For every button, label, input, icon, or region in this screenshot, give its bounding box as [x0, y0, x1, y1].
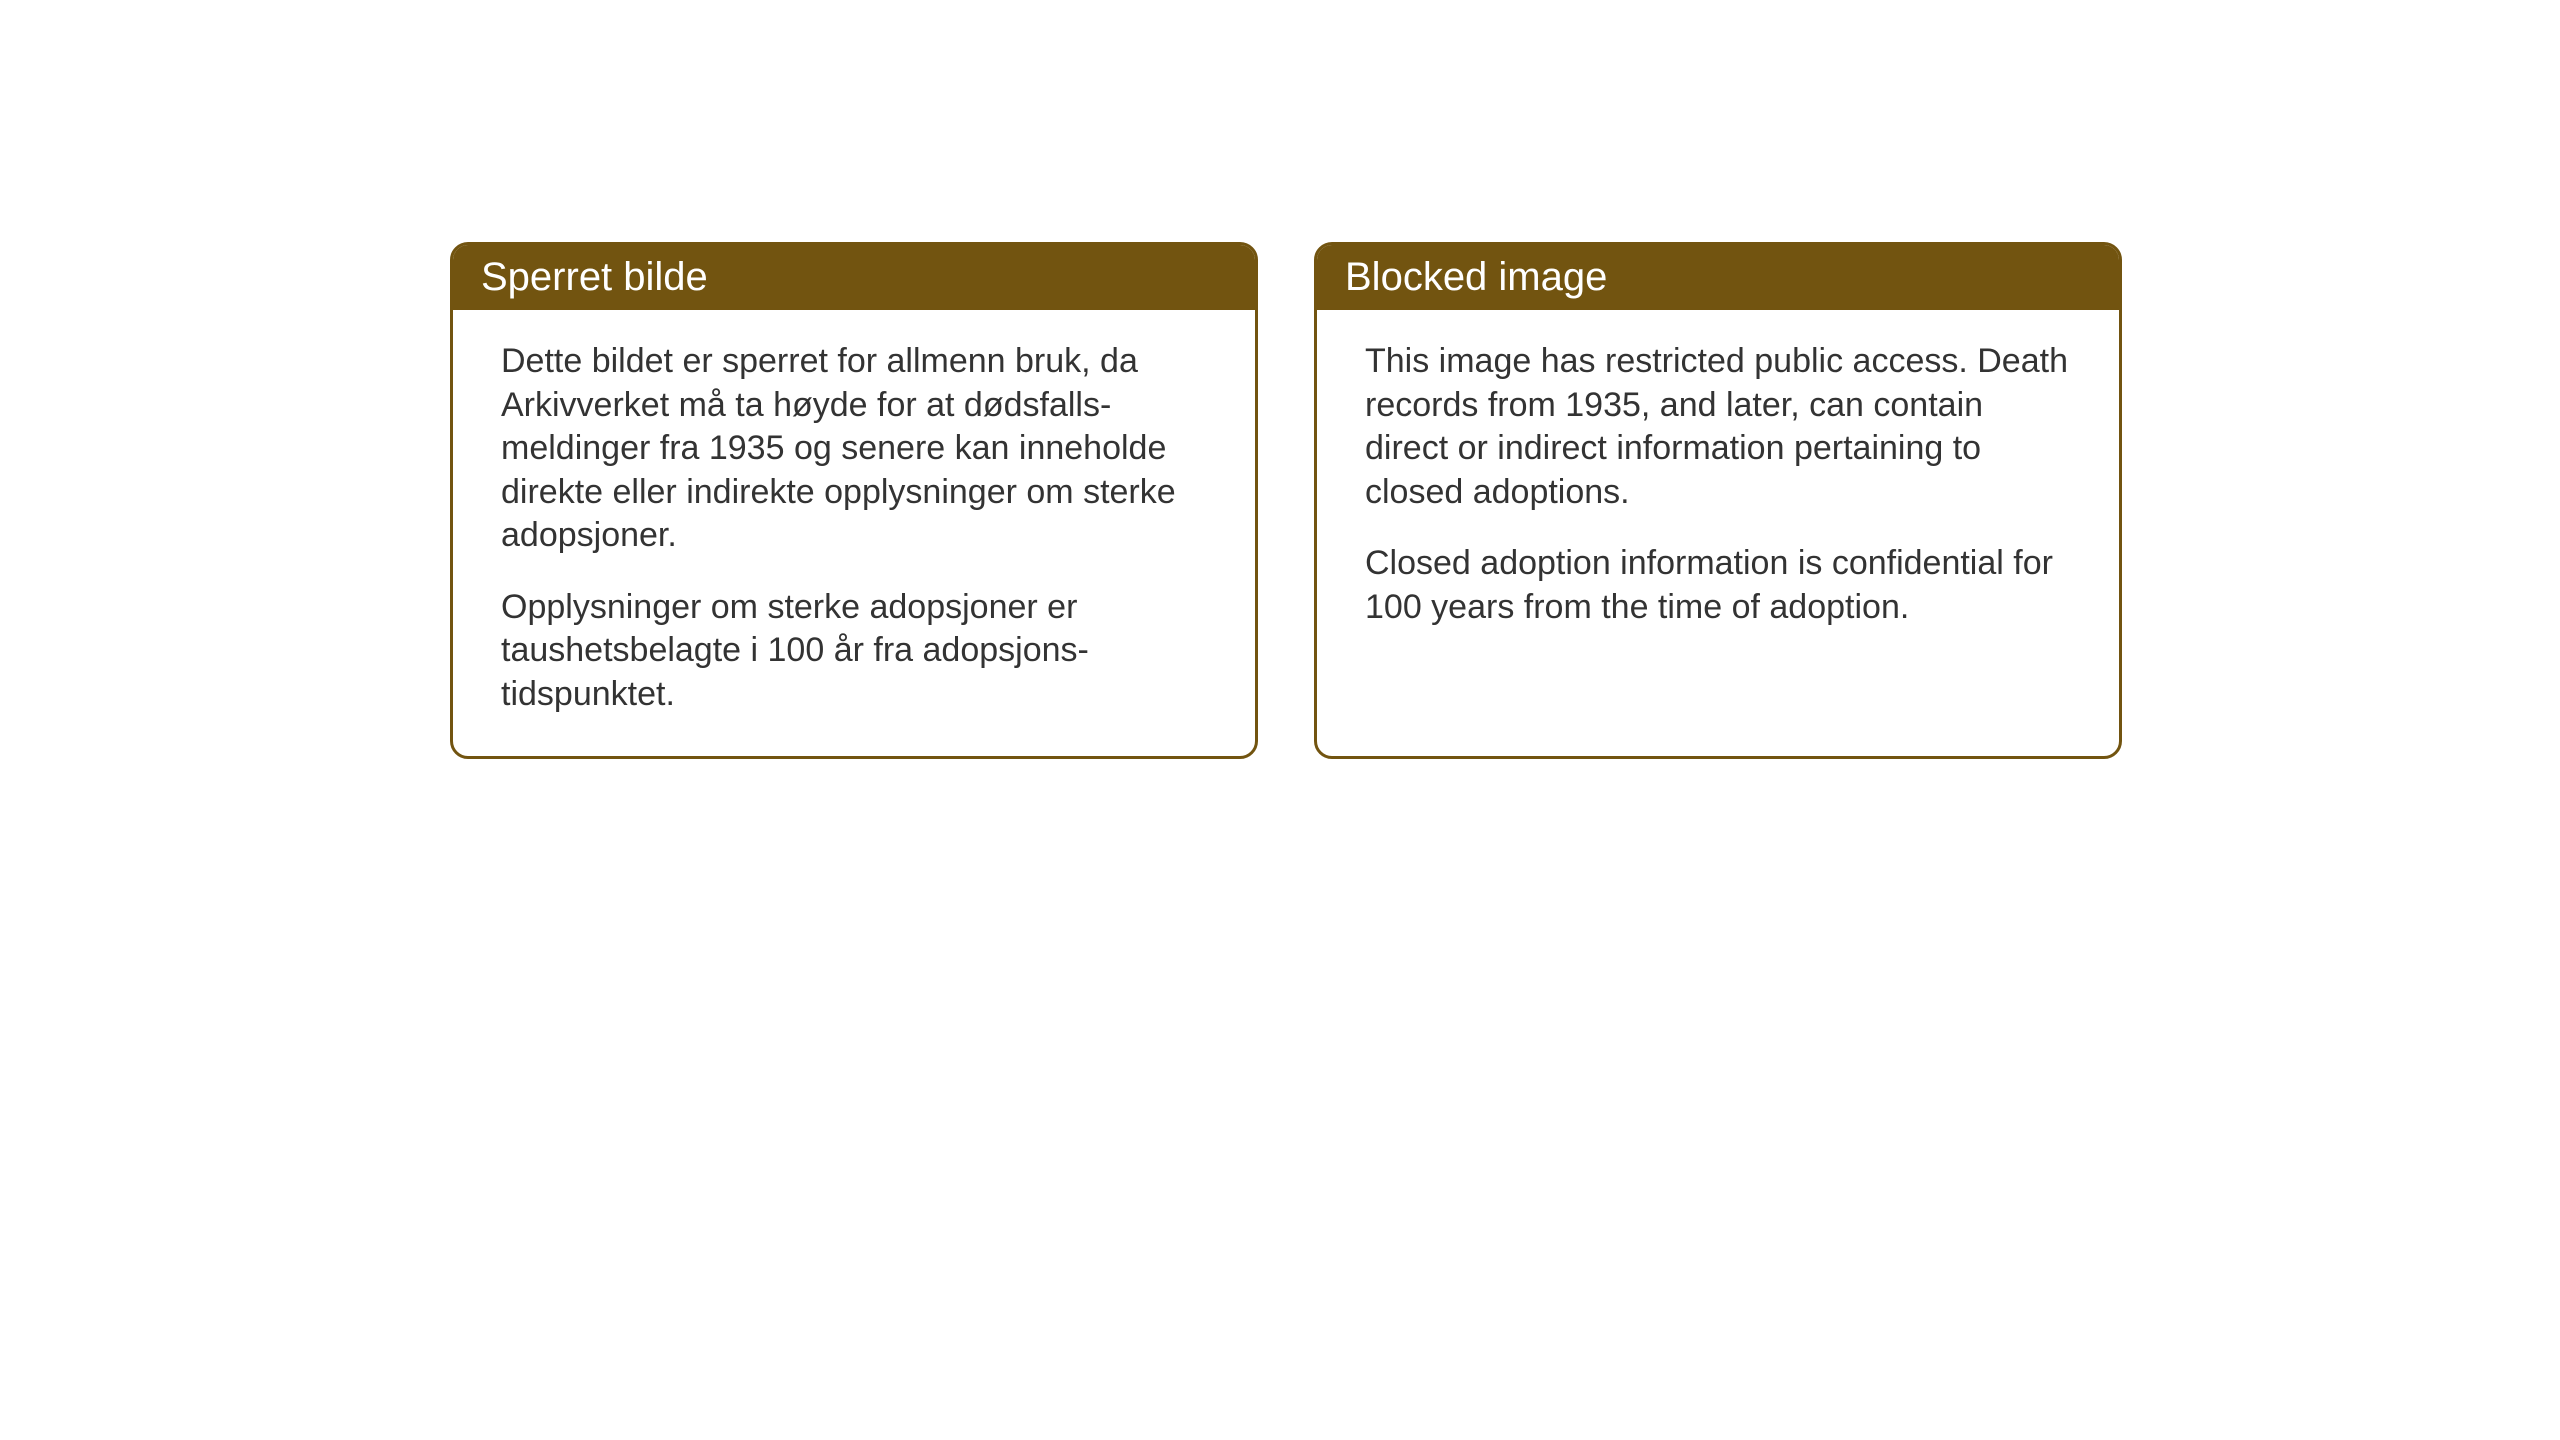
card-title-norwegian: Sperret bilde: [481, 255, 708, 299]
notice-cards-container: Sperret bilde Dette bildet er sperret fo…: [450, 242, 2122, 759]
card-paragraph-2-english: Closed adoption information is confident…: [1365, 542, 2071, 629]
notice-card-english: Blocked image This image has restricted …: [1314, 242, 2122, 759]
card-header-norwegian: Sperret bilde: [453, 245, 1255, 310]
card-paragraph-2-norwegian: Opplysninger om sterke adopsjoner er tau…: [501, 586, 1207, 717]
card-body-norwegian: Dette bildet er sperret for allmenn bruk…: [453, 310, 1255, 756]
card-paragraph-1-english: This image has restricted public access.…: [1365, 340, 2071, 514]
card-title-english: Blocked image: [1345, 255, 1607, 299]
card-paragraph-1-norwegian: Dette bildet er sperret for allmenn bruk…: [501, 340, 1207, 558]
card-body-english: This image has restricted public access.…: [1317, 310, 2119, 707]
card-header-english: Blocked image: [1317, 245, 2119, 310]
notice-card-norwegian: Sperret bilde Dette bildet er sperret fo…: [450, 242, 1258, 759]
